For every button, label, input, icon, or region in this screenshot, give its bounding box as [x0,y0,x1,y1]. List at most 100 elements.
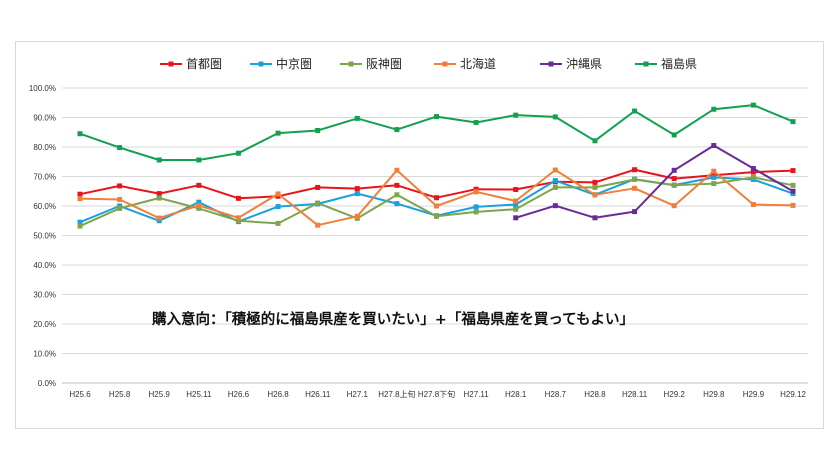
series-5 [513,143,796,221]
data-point [156,157,162,163]
x-tick-label: H27.8下旬 [418,389,455,399]
legend-label: 北海道 [460,56,496,71]
y-tick-label: 40.0% [33,261,56,270]
data-point [434,195,439,201]
x-tick-label: H29.8 [703,390,725,399]
x-tick-label: H26.8 [267,390,289,399]
legend-marker [348,61,354,67]
legend-marker [548,61,554,67]
data-point [394,127,400,133]
data-point [77,191,83,197]
data-point [117,183,123,189]
data-point [235,195,241,201]
data-point [513,112,519,118]
x-tick-label: H25.11 [186,390,212,399]
data-point [552,203,558,209]
data-point [671,176,677,182]
data-point [750,102,756,108]
y-tick-label: 70.0% [33,173,56,182]
data-point [552,114,558,120]
data-point [473,186,479,192]
data-point [275,130,281,136]
data-point [473,120,479,126]
data-point [275,204,281,210]
data-point [552,167,558,173]
series-6 [77,102,796,163]
legend-item: 阪神圏 [340,57,402,71]
data-point [671,182,677,188]
y-tick-label: 0.0% [38,379,56,388]
data-point [275,191,281,197]
data-point [632,108,638,114]
data-point [750,202,756,208]
data-point [513,198,519,204]
data-point [77,131,83,137]
data-point [711,174,717,180]
legend-marker [258,61,264,67]
data-point [434,213,439,219]
x-axis-ticks: H25.6 H25.8 H25.9 H25.11 H26.6 H26.8 H26.11 H27… [69,389,806,399]
data-point [394,192,400,198]
data-point [671,203,677,209]
legend-item: 首都圏 [160,57,222,71]
x-tick-label: H29.2 [663,390,685,399]
y-tick-label: 60.0% [33,202,56,211]
data-point [711,168,717,174]
y-axis-ticks: 0.0% 10.0% 20.0% 30.0% 40.0% 50.0% 60.0% 70.0% 8… [29,84,56,388]
legend-label: 沖縄県 [566,56,602,71]
data-point [790,182,796,188]
data-point [354,186,360,192]
data-point [77,196,83,202]
data-point [513,206,519,212]
data-point [77,219,83,225]
data-point [632,185,638,191]
data-point [354,191,360,197]
legend-marker [442,61,448,67]
y-tick-label: 90.0% [33,114,56,123]
data-point [77,223,83,229]
legend-label: 阪神圏 [366,57,402,71]
grid-lines [62,87,808,384]
legend-label: 首都圏 [186,57,222,71]
legend-marker [643,61,649,67]
data-point [394,201,400,207]
data-point [196,182,202,188]
data-point [434,203,439,209]
data-point [790,202,796,208]
data-point [434,114,439,120]
data-point [196,199,202,205]
x-tick-label: H29.9 [743,390,765,399]
data-point [632,176,638,182]
data-point [473,209,479,215]
data-point [513,215,519,221]
data-point [235,150,241,156]
data-point [711,106,717,112]
legend-marker [168,61,174,67]
data-point [592,179,598,185]
data-point [671,132,677,138]
legend-item: 福島県 [635,56,697,71]
x-tick-label: H27.1 [347,390,369,399]
data-point [513,202,519,208]
legend: 首都圏 中京圏 阪神圏 北海道 沖縄県 福島県 [160,56,697,71]
data-point [196,157,202,163]
data-point [711,143,717,149]
data-point [156,218,162,224]
data-point [592,138,598,144]
data-point [117,205,123,211]
legend-item: 沖縄県 [540,56,602,71]
series-lines [77,102,796,229]
y-tick-label: 50.0% [33,232,56,241]
x-tick-label: H26.11 [305,390,331,399]
y-tick-label: 80.0% [33,143,56,152]
data-point [315,184,321,190]
data-point [592,215,598,221]
data-point [473,204,479,210]
data-point [790,168,796,174]
x-tick-label: H28.1 [505,390,527,399]
y-tick-label: 100.0% [29,84,56,93]
data-point [711,181,717,187]
data-point [196,202,202,208]
data-point [671,167,677,173]
legend-item: 北海道 [434,56,496,71]
